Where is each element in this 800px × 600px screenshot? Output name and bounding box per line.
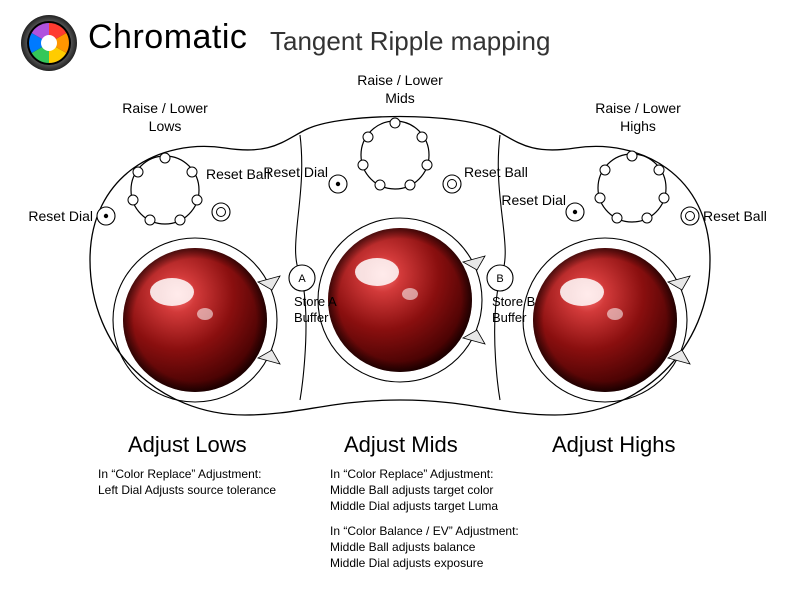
label-reset-ball-mids: Reset Ball — [464, 164, 554, 182]
footnote-mid-title1: In “Color Replace” Adjustment: — [330, 466, 590, 482]
reset-dial-highs[interactable] — [566, 203, 584, 221]
reset-ball-highs[interactable] — [681, 207, 699, 225]
footnote-mid-line4: Middle Dial adjusts exposure — [330, 555, 590, 571]
reset-ball-lows[interactable] — [212, 203, 230, 221]
reset-dial-mids[interactable] — [329, 175, 347, 193]
buffer-a-letter: A — [298, 273, 306, 285]
footnote-mid-line3: Middle Ball adjusts balance — [330, 539, 590, 555]
label-reset-dial-highs: Reset Dial — [496, 192, 566, 210]
reset-dial-lows[interactable] — [97, 207, 115, 225]
label-dial-lows: Raise / Lower Lows — [95, 100, 235, 135]
footnote-left-line1: Left Dial Adjusts source tolerance — [98, 482, 328, 498]
footnote-mid-line2: Middle Dial adjusts target Luma — [330, 498, 590, 514]
divider-left — [296, 135, 302, 278]
footnote-mid-line1: Middle Ball adjusts target color — [330, 482, 590, 498]
buffer-a-button[interactable]: A — [289, 265, 315, 291]
label-dial-mids: Raise / Lower Mids — [330, 72, 470, 107]
reset-ball-mids[interactable] — [443, 175, 461, 193]
footnote-left-title: In “Color Replace” Adjustment: — [98, 466, 328, 482]
label-buffer-a: Store A Buffer — [294, 294, 374, 327]
label-reset-ball-highs: Reset Ball — [703, 208, 793, 226]
dial-mids[interactable] — [358, 118, 432, 190]
trackball-lows[interactable] — [113, 238, 280, 402]
footnote-mid: In “Color Replace” Adjustment: Middle Ba… — [330, 466, 590, 571]
label-reset-dial-mids: Reset Dial — [258, 164, 328, 182]
section-highs: Adjust Highs — [552, 432, 676, 458]
section-mids: Adjust Mids — [344, 432, 458, 458]
footnote-mid-title2: In “Color Balance / EV” Adjustment: — [330, 523, 590, 539]
footnote-left: In “Color Replace” Adjustment: Left Dial… — [98, 466, 328, 498]
section-lows: Adjust Lows — [128, 432, 247, 458]
label-reset-dial-lows: Reset Dial — [18, 208, 93, 226]
label-buffer-b: Store B Buffer — [492, 294, 572, 327]
label-dial-highs: Raise / Lower Highs — [568, 100, 708, 135]
buffer-b-letter: B — [496, 273, 503, 285]
buffer-b-button[interactable]: B — [487, 265, 513, 291]
